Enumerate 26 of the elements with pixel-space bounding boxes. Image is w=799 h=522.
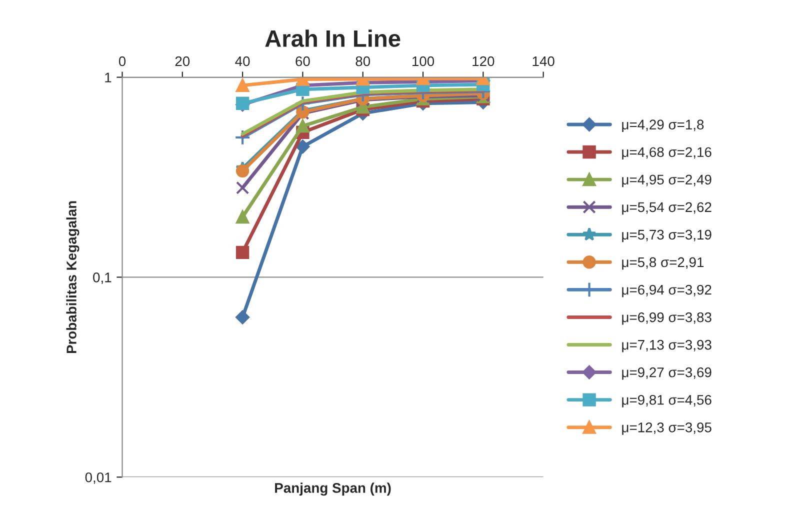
x-axis-title: Panjang Span (m) [275, 482, 391, 496]
x-tick-label: 100 [412, 56, 434, 66]
y-tick-label: 1 [105, 72, 112, 82]
legend-label: μ=4,29 σ=1,8 [622, 120, 704, 132]
x-tick-label: 60 [296, 56, 310, 66]
legend-label: μ=9,81 σ=4,56 [622, 394, 712, 408]
legend-label: μ=5,73 σ=3,19 [622, 230, 712, 242]
y-tick-label: 0,1 [93, 272, 112, 284]
x-tick-label: 0 [118, 56, 126, 66]
x-tick-label: 20 [175, 56, 190, 66]
legend-label: μ=12,3 σ=3,95 [622, 422, 712, 435]
x-tick-label: 120 [472, 56, 494, 66]
x-tick-label: 140 [532, 56, 554, 66]
chart-title: Arah In Line [265, 30, 400, 47]
legend-label: μ=5,8 σ=2,91 [622, 257, 704, 270]
y-tick-label: 0,01 [85, 472, 112, 484]
legend-label: μ=4,95 σ=2,49 [622, 174, 712, 188]
legend-label: μ=6,94 σ=3,92 [622, 284, 712, 298]
legend-label: μ=5,54 σ=2,62 [622, 202, 712, 215]
legend-label: μ=9,27 σ=3,69 [622, 367, 712, 380]
legend-label: μ=7,13 σ=3,93 [622, 340, 712, 352]
legend-label: μ=4,68 σ=2,16 [622, 147, 712, 160]
legend-label: μ=6,99 σ=3,83 [622, 312, 712, 325]
x-tick-label: 80 [356, 56, 370, 66]
x-tick-label: 40 [235, 56, 250, 66]
y-axis-title: Probabilitas Kegagalan [66, 201, 80, 354]
